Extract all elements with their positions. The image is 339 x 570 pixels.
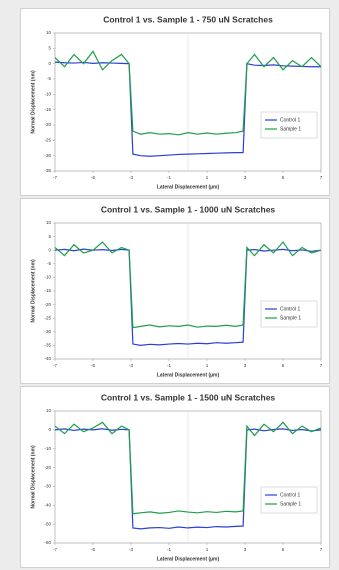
x-axis-label: Lateral Displacement (µm)	[157, 184, 220, 190]
y-tick-label: -10	[44, 92, 51, 97]
x-tick-label: -7	[53, 175, 57, 180]
chart-title: Control 1 vs. Sample 1 - 1500 uN Scratch…	[101, 392, 276, 402]
chart-title: Control 1 vs. Sample 1 - 750 uN Scratche…	[103, 14, 273, 24]
y-tick-label: -35	[44, 343, 51, 348]
x-tick-label: 3	[244, 363, 247, 368]
y-tick-label: -25	[44, 138, 51, 143]
x-tick-label: 3	[244, 547, 247, 552]
x-tick-label: -5	[91, 363, 95, 368]
y-tick-label: 5	[48, 46, 51, 51]
x-tick-label: 7	[320, 547, 323, 552]
legend-box	[260, 300, 318, 328]
y-axis-label: Normal Displacement (nm)	[30, 70, 36, 134]
line-series	[54, 428, 322, 530]
y-tick-label: -50	[44, 521, 51, 526]
chart-panel: Control 1 vs. Sample 1 - 750 uN Scratche…	[20, 8, 330, 196]
x-tick-label: -7	[53, 363, 57, 368]
y-tick-label: 0	[48, 61, 51, 66]
y-tick-label: -15	[44, 288, 51, 293]
x-tick-label: -1	[167, 547, 171, 552]
y-tick-label: -20	[44, 122, 51, 127]
x-tick-label: -5	[91, 175, 95, 180]
x-tick-label: 1	[206, 363, 209, 368]
legend-label: Control 1	[280, 117, 301, 123]
y-tick-label: 5	[48, 234, 51, 239]
x-axis-label: Lateral Displacement (µm)	[157, 556, 220, 562]
legend-label: Control 1	[280, 306, 301, 312]
x-tick-label: -3	[129, 363, 133, 368]
legend-label: Control 1	[280, 492, 301, 498]
chart-panel: Control 1 vs. Sample 1 - 1000 uN Scratch…	[20, 198, 330, 384]
x-tick-label: 1	[206, 547, 209, 552]
y-tick-label: -30	[44, 484, 51, 489]
legend-box	[260, 486, 318, 514]
y-tick-label: -30	[44, 329, 51, 334]
y-tick-label: -40	[44, 502, 51, 507]
y-tick-label: 0	[48, 247, 51, 252]
legend-label: Sample 1	[280, 315, 301, 321]
y-tick-label: -20	[44, 465, 51, 470]
x-tick-label: -1	[167, 175, 171, 180]
y-tick-label: -10	[44, 275, 51, 280]
y-tick-label: -10	[44, 446, 51, 451]
y-tick-label: -40	[44, 356, 51, 361]
legend-box	[260, 111, 318, 139]
x-tick-label: 5	[282, 547, 285, 552]
y-tick-label: 0	[48, 427, 51, 432]
x-tick-label: -1	[167, 363, 171, 368]
y-axis-label: Normal Displacement (nm)	[30, 445, 36, 509]
x-tick-label: 5	[282, 363, 285, 368]
legend-label: Sample 1	[280, 126, 301, 132]
y-tick-label: -15	[44, 107, 51, 112]
x-tick-label: 3	[244, 175, 247, 180]
y-tick-label: -60	[44, 540, 51, 545]
y-tick-label: -5	[47, 261, 51, 266]
y-tick-label: -5	[47, 76, 51, 81]
x-tick-label: -7	[53, 547, 57, 552]
y-tick-label: -30	[44, 153, 51, 158]
x-tick-label: 5	[282, 175, 285, 180]
y-axis-label: Normal Displacement (nm)	[30, 259, 36, 323]
y-tick-label: -25	[44, 315, 51, 320]
y-tick-label: 10	[46, 30, 52, 35]
x-tick-label: -3	[129, 547, 133, 552]
y-tick-label: -20	[44, 302, 51, 307]
x-tick-label: -3	[129, 175, 133, 180]
x-tick-label: 7	[320, 363, 323, 368]
x-axis-label: Lateral Displacement (µm)	[157, 372, 220, 378]
line-series	[54, 421, 322, 515]
y-tick-label: 10	[46, 408, 52, 413]
chart-panel: Control 1 vs. Sample 1 - 1500 uN Scratch…	[20, 386, 330, 568]
line-series	[54, 248, 322, 347]
y-tick-label: -35	[44, 168, 51, 173]
line-series	[54, 241, 322, 329]
x-tick-label: 1	[206, 175, 209, 180]
chart-title: Control 1 vs. Sample 1 - 1000 uN Scratch…	[101, 204, 276, 214]
y-tick-label: 10	[46, 220, 52, 225]
line-series	[54, 50, 322, 136]
x-tick-label: -5	[91, 547, 95, 552]
legend-label: Sample 1	[280, 501, 301, 507]
x-tick-label: 7	[320, 175, 323, 180]
line-series	[54, 61, 321, 157]
